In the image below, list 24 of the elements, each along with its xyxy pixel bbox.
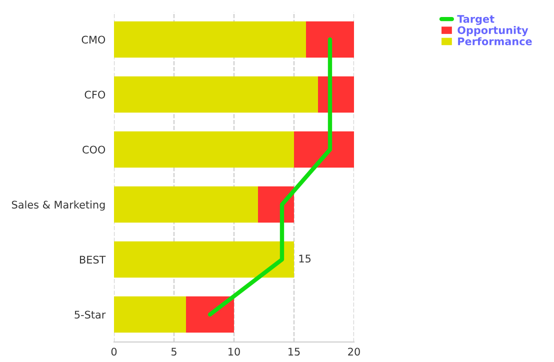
bar [114,131,294,168]
bar [114,21,306,58]
bar [114,241,294,278]
data-label: 15 [299,254,311,263]
x-tick-label: 5 [171,348,176,356]
legend-label: Target [457,15,494,25]
legend-label: Performance [458,37,532,46]
bar [294,131,354,168]
bar [186,296,234,333]
x-tick-label: 0 [111,348,117,356]
y-tick-label: CMO [82,36,106,44]
bar [114,186,258,223]
y-tick-label: Sales & Marketing [12,200,105,211]
bar [306,21,354,58]
y-tick-label: 5-Star [74,310,106,319]
bar [114,296,186,333]
legend-label: Opportunity [458,26,528,36]
x-tick-label: 10 [228,348,240,356]
y-tick-label: CFO [84,90,106,99]
y-tick-label: COO [82,146,106,154]
y-tick-label: BEST [80,256,106,264]
x-tick-label: 20 [348,348,360,356]
x-tick-label: 15 [288,348,300,356]
bar [114,76,318,113]
